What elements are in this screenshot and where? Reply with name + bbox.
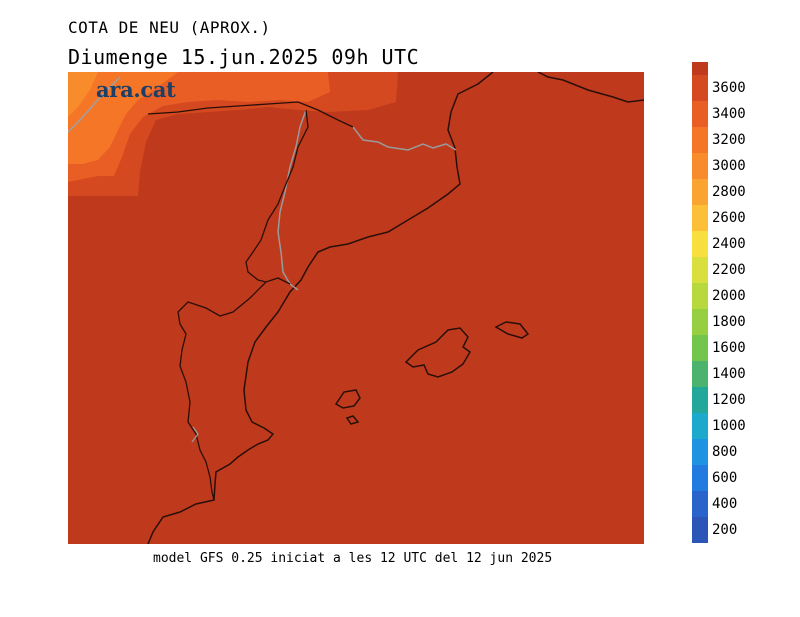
region-border [68,76,121,133]
colorbar-label: 400 [712,496,738,512]
colorbar-segment [692,387,708,413]
colorbar-label: 2200 [712,262,746,278]
coastline-france [537,72,644,103]
colorbar-label: 1800 [712,314,746,330]
colorbar-segment [692,465,708,491]
island-formentera [345,415,360,425]
island-mallorca [404,327,471,378]
colorbar-segment [692,491,708,517]
contour-2800 [68,72,98,117]
colorbar-label: 3400 [712,106,746,122]
colorbar-segment [692,335,708,361]
snow-level-field [68,72,644,544]
ara-cat-logo: ara.cat [96,77,176,102]
snow-level-map [68,72,644,544]
colorbar-label: 800 [712,444,738,460]
coast-detail [191,426,199,443]
map-title: COTA DE NEU (APROX.) [68,18,271,37]
island-menorca [494,321,530,339]
colorbar-label: 3600 [712,80,746,96]
colorbar-segment [692,153,708,179]
colorbar-segment [692,361,708,387]
colorbar-segment [692,283,708,309]
colorbar-segment [692,179,708,205]
map-svg [68,72,644,544]
colorbar-label: 2000 [712,288,746,304]
colorbar-segment [692,309,708,335]
model-info: model GFS 0.25 iniciat a les 12 UTC del … [153,551,553,566]
catalonia-border [277,109,307,291]
colorbar-segment [692,517,708,543]
colorbar-segment [692,257,708,283]
colorbar-label: 3000 [712,158,746,174]
forecast-date: Diumenge 15.jun.2025 09h UTC [68,45,420,69]
inland-border [245,109,309,285]
island-ibiza [334,389,361,409]
colorbar-label: 1200 [712,392,746,408]
coastline-mainland [147,72,494,544]
colorbar-label: 1000 [712,418,746,434]
colorbar-segment [692,75,708,101]
colorbar-label: 1600 [712,340,746,356]
colorbar-segment [692,62,708,75]
colorbar-label: 2400 [712,236,746,252]
colorbar-label: 1400 [712,366,746,382]
inland-border-south [177,281,267,501]
colorbar-segment [692,413,708,439]
colorbar-label: 2800 [712,184,746,200]
pyrenees-border [352,126,457,151]
colorbar-segment [692,205,708,231]
pyrenees-crest [147,101,354,128]
colorbar-segment [692,127,708,153]
colorbar-segment [692,439,708,465]
colorbar-label: 2600 [712,210,746,226]
colorbar-label: 600 [712,470,738,486]
colorbar-label: 3200 [712,132,746,148]
contour-3000 [68,72,178,164]
colorbar [692,62,708,543]
colorbar-label: 200 [712,522,738,538]
colorbar-segment [692,231,708,257]
colorbar-segment [692,101,708,127]
